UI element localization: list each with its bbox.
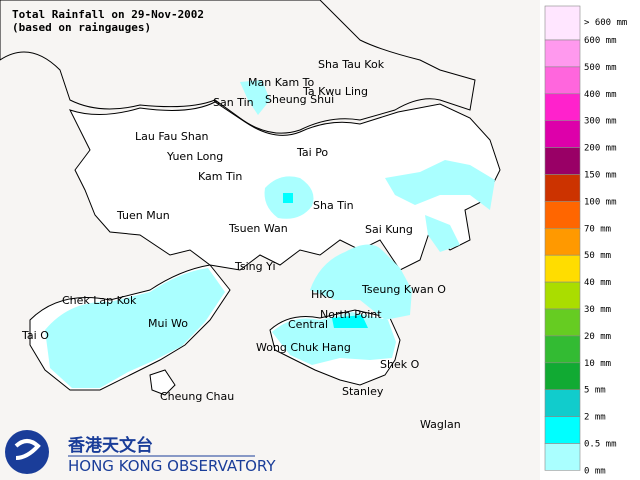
place-label: Shek O: [380, 358, 420, 371]
place-label: Ta Kwu Ling: [302, 85, 368, 98]
rainfall-areas: [45, 80, 495, 388]
place-label: Tseung Kwan O: [361, 283, 446, 296]
place-label: Kam Tin: [198, 170, 242, 183]
legend-swatch: [544, 308, 581, 337]
place-label: Tai Po: [296, 146, 328, 159]
logo-emblem: [5, 430, 49, 474]
legend-swatch: [544, 66, 581, 95]
legend-label: 150 mm: [584, 171, 617, 181]
legend-label: 40 mm: [584, 278, 611, 288]
place-label: Cheung Chau: [160, 390, 234, 403]
rainfall-cell: [332, 315, 368, 328]
legend-label: 500 mm: [584, 63, 617, 73]
map-subtitle: (based on raingauges): [12, 21, 151, 34]
legend-label: 100 mm: [584, 197, 617, 207]
legend-label: 50 mm: [584, 251, 611, 261]
place-label: Tsing Yi: [234, 260, 276, 273]
place-label: North Point: [320, 308, 382, 321]
logo-english: HONG KONG OBSERVATORY: [68, 457, 276, 475]
place-label: Sheung Shui: [265, 93, 334, 106]
place-label: Yuen Long: [166, 150, 223, 163]
logo-chinese: 香港天文台: [68, 435, 153, 456]
place-label: Sha Tau Kok: [318, 58, 385, 71]
place-label: Sha Tin: [313, 199, 354, 212]
legend-swatch: [544, 389, 581, 417]
legend-label: 5 mm: [584, 386, 606, 396]
place-label: Sai Kung: [365, 223, 413, 236]
logo: 香港天文台 HONG KONG OBSERVATORY: [5, 430, 276, 475]
legend-label: 10 mm: [584, 359, 611, 369]
legend: > 600 mm 600 mm 500 mm 400 mm 300 mm 200 mm 15…: [544, 5, 627, 476]
place-label: Central: [288, 318, 328, 331]
legend-swatch: [544, 335, 581, 364]
place-label: Chek Lap Kok: [62, 294, 137, 307]
legend-swatch: [544, 39, 581, 68]
place-label: Tuen Mun: [116, 209, 170, 222]
logo-emblem-mark: [14, 439, 41, 460]
legend-swatch: [544, 147, 581, 175]
legend-swatch: [544, 416, 581, 444]
legend-label: 600 mm: [584, 36, 617, 46]
legend-swatch: [544, 362, 581, 390]
legend-label: > 600 mm: [584, 18, 627, 28]
place-label: Lau Fau Shan: [135, 130, 209, 143]
legend-label: 30 mm: [584, 305, 611, 315]
legend-swatch: [544, 174, 581, 202]
legend-label: 200 mm: [584, 144, 617, 154]
place-label: Stanley: [342, 385, 384, 398]
place-label: Waglan: [420, 418, 461, 431]
legend-swatch: [544, 201, 581, 229]
legend-label: 2 mm: [584, 413, 606, 423]
legend-swatch: [544, 93, 581, 122]
map-title: Total Rainfall on 29-Nov-2002: [12, 8, 204, 21]
place-label: Mui Wo: [148, 317, 188, 330]
legend-swatch: [544, 5, 581, 41]
legend-label: 0 mm: [584, 466, 606, 476]
place-label: Wong Chuk Hang: [256, 341, 351, 354]
legend-swatch: [544, 254, 581, 283]
place-label: Man Kam To: [248, 76, 315, 89]
legend-swatch: [544, 281, 581, 310]
legend-label: 400 mm: [584, 90, 617, 100]
legend-swatch: [544, 228, 581, 256]
legend-label: 20 mm: [584, 332, 611, 342]
place-label: San Tin: [213, 96, 254, 109]
rainfall-cell: [283, 193, 293, 203]
legend-label: 70 mm: [584, 224, 611, 234]
legend-label: 300 mm: [584, 117, 617, 127]
legend-label: 0.5 mm: [584, 440, 617, 450]
place-label: HKO: [311, 288, 335, 301]
legend-swatch: [544, 120, 581, 148]
place-label: Tai O: [21, 329, 49, 342]
legend-swatch: [544, 443, 581, 471]
place-label: Tsuen Wan: [228, 222, 288, 235]
